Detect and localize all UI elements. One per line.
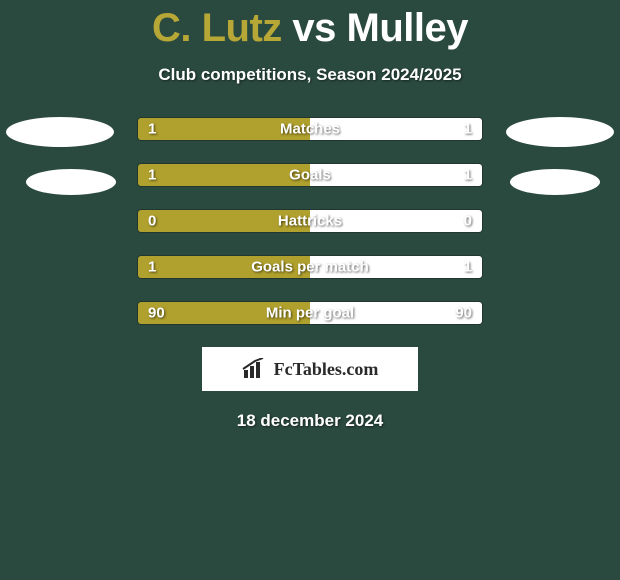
brand-box: FcTables.com <box>202 347 418 391</box>
stat-bar-left <box>138 118 310 140</box>
stat-value-right: 1 <box>464 121 472 138</box>
decorative-ellipse <box>26 169 116 195</box>
stat-row: 11Matches <box>137 117 483 141</box>
stat-bar-left <box>138 164 310 186</box>
brand-text: FcTables.com <box>274 359 379 380</box>
date-text: 18 december 2024 <box>0 411 620 431</box>
stat-value-left: 1 <box>148 121 156 138</box>
player1-name: C. Lutz <box>152 6 282 50</box>
subtitle: Club competitions, Season 2024/2025 <box>0 65 620 85</box>
stat-bar-right <box>310 164 482 186</box>
stat-value-left: 0 <box>148 213 156 230</box>
stat-value-left: 90 <box>148 305 165 322</box>
stat-row: 11Goals <box>137 163 483 187</box>
stat-value-left: 1 <box>148 167 156 184</box>
comparison-title: C. Lutz vs Mulley <box>0 0 620 51</box>
stat-bar-right <box>310 118 482 140</box>
stat-row: 9090Min per goal <box>137 301 483 325</box>
stat-value-right: 1 <box>464 167 472 184</box>
stat-value-left: 1 <box>148 259 156 276</box>
stat-value-right: 90 <box>455 305 472 322</box>
stat-bar-left <box>138 210 310 232</box>
stat-value-right: 1 <box>464 259 472 276</box>
bar-chart-icon <box>242 358 268 380</box>
stat-row: 00Hattricks <box>137 209 483 233</box>
stat-bar-right <box>310 210 482 232</box>
decorative-ellipse <box>510 169 600 195</box>
decorative-ellipse <box>6 117 114 147</box>
stat-value-right: 0 <box>464 213 472 230</box>
player2-name: Mulley <box>347 6 468 50</box>
stat-bar-left <box>138 256 310 278</box>
decorative-ellipse <box>506 117 614 147</box>
stat-bar-right <box>310 256 482 278</box>
stat-bars: 11Matches11Goals00Hattricks11Goals per m… <box>137 117 483 325</box>
stat-row: 11Goals per match <box>137 255 483 279</box>
stats-stage: 11Matches11Goals00Hattricks11Goals per m… <box>0 117 620 325</box>
vs-text: vs <box>292 6 336 50</box>
